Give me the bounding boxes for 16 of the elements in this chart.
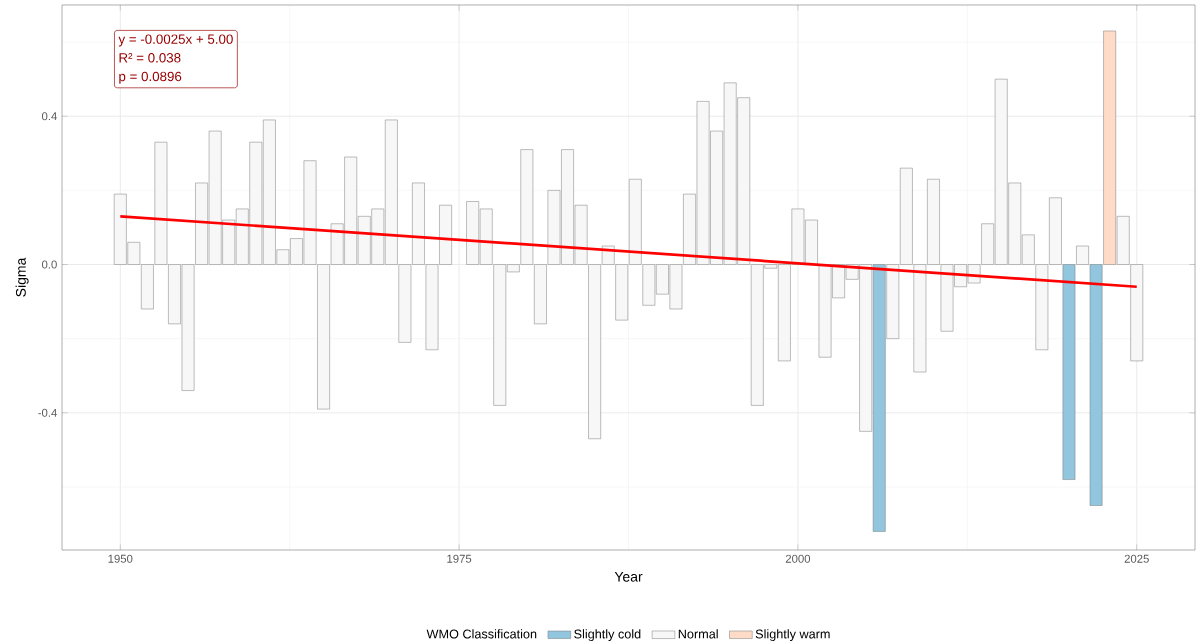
x-tick-label: 1975 xyxy=(447,554,472,563)
x-tick-label: 2000 xyxy=(785,554,811,563)
y-tick-label: -0.4 xyxy=(38,408,57,417)
legend-label: Normal xyxy=(678,629,718,639)
annotation: y = -0.0025x + 5.00 xyxy=(118,34,233,47)
legend-label: Slightly warm xyxy=(755,629,830,641)
x-axis-title: Year xyxy=(614,571,643,582)
y-tick-label: 0.4 xyxy=(41,112,57,121)
annotation: R² = 0.038 xyxy=(119,53,181,63)
y-axis-title: Sigma xyxy=(15,257,29,297)
legend-label: Slightly cold xyxy=(574,629,641,641)
x-tick-label: 1950 xyxy=(108,554,133,563)
annotation: p = 0.0896 xyxy=(119,71,182,84)
y-tick-label: 0.0 xyxy=(41,260,57,269)
x-tick-label: 2025 xyxy=(1124,554,1149,563)
legend-title: WMO Classification xyxy=(426,629,537,639)
